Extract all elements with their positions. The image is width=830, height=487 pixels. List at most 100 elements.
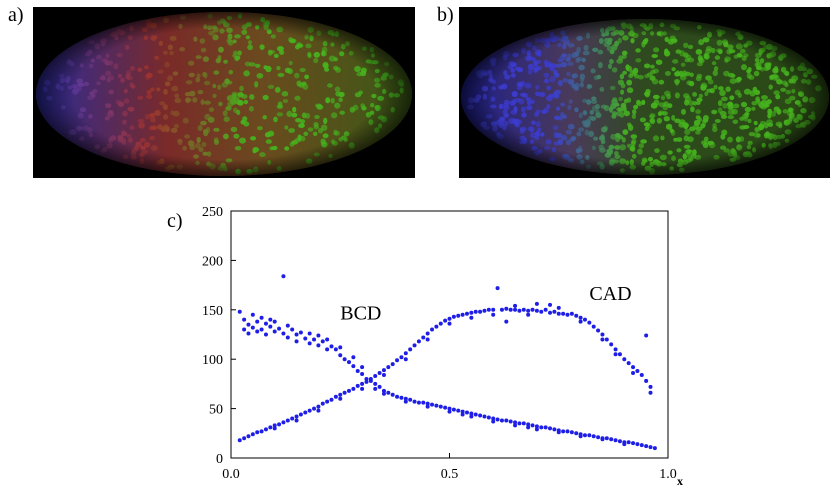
- cad-point: [517, 308, 522, 313]
- bcd-point: [499, 418, 504, 423]
- bcd-point: [346, 360, 351, 365]
- cad-point: [438, 321, 443, 326]
- cad-point: [556, 311, 561, 316]
- bcd-point: [530, 423, 535, 428]
- bcd-point: [574, 431, 579, 436]
- bcd-point: [604, 436, 609, 441]
- cad-point: [644, 333, 649, 338]
- bcd-point: [613, 438, 618, 443]
- bcd-point: [556, 430, 561, 435]
- cad-point: [521, 307, 526, 312]
- cad-point: [626, 361, 631, 366]
- cad-point: [482, 308, 487, 313]
- x-tick-label: 1.0: [659, 467, 677, 482]
- cad-point: [390, 362, 395, 367]
- cad-point: [499, 307, 504, 312]
- bcd-point: [242, 327, 247, 332]
- x-tick-label: 0.5: [441, 467, 459, 482]
- bcd-point: [652, 446, 657, 451]
- cad-point: [386, 365, 391, 370]
- cad-point: [504, 319, 509, 324]
- cad-point: [491, 307, 496, 312]
- cad-point: [631, 371, 636, 376]
- cad-point: [290, 416, 295, 421]
- cad-point: [548, 310, 553, 315]
- bcd-point: [381, 388, 386, 393]
- bcd-point: [460, 412, 465, 417]
- cad-point: [447, 321, 452, 326]
- embryo-image-a: [33, 7, 415, 178]
- bcd-point: [513, 423, 518, 428]
- cad-point: [281, 420, 286, 425]
- bcd-point: [561, 429, 566, 434]
- cad-point: [587, 320, 592, 325]
- cad-point: [425, 331, 430, 336]
- cad-point: [268, 425, 273, 430]
- bcd-point: [434, 403, 439, 408]
- cad-point: [399, 355, 404, 360]
- cad-point: [464, 311, 469, 316]
- cad-point: [395, 358, 400, 363]
- cad-point: [565, 312, 570, 317]
- cad-point: [469, 315, 474, 320]
- cad-point: [338, 392, 343, 397]
- bcd-point: [456, 408, 461, 413]
- bcd-point: [430, 402, 435, 407]
- cad-point: [504, 306, 509, 311]
- cad-point: [263, 427, 268, 432]
- bcd-point: [377, 384, 382, 389]
- bcd-point: [438, 404, 443, 409]
- bcd-point: [237, 309, 242, 314]
- bcd-point: [543, 425, 548, 430]
- cad-point: [451, 314, 456, 319]
- bcd-point: [631, 441, 636, 446]
- cad-point: [495, 286, 500, 291]
- bcd-point: [473, 412, 478, 417]
- bcd-point: [298, 330, 303, 335]
- cad-point: [272, 426, 277, 431]
- bcd-point: [272, 319, 277, 324]
- cad-point: [316, 408, 321, 413]
- bcd-point: [277, 326, 282, 331]
- cad-point: [255, 430, 260, 435]
- data-points: [237, 274, 657, 451]
- bcd-point: [360, 372, 365, 377]
- bcd-point: [351, 364, 356, 369]
- bcd-point: [316, 333, 321, 338]
- bcd-point: [478, 413, 483, 418]
- bcd-point: [482, 414, 487, 419]
- cad-point: [543, 307, 548, 312]
- cad-point: [578, 315, 583, 320]
- annotation-cad: CAD: [589, 283, 631, 305]
- bcd-point: [259, 327, 264, 332]
- cad-point: [648, 384, 653, 389]
- panel-a-label: a): [8, 4, 24, 26]
- bcd-point: [364, 376, 369, 381]
- bcd-point: [259, 315, 264, 320]
- cad-point: [272, 423, 277, 428]
- bcd-point: [447, 406, 452, 411]
- y-tick-label: 250: [202, 205, 223, 220]
- bcd-point: [491, 416, 496, 421]
- cad-point: [333, 394, 338, 399]
- cad-point: [381, 373, 386, 378]
- x-tick-label: 0.0: [222, 467, 240, 482]
- bcd-point: [416, 400, 421, 405]
- bcd-point: [342, 357, 347, 362]
- cad-point: [259, 429, 264, 434]
- y-tick-label: 0: [216, 452, 223, 467]
- bcd-point: [242, 317, 247, 322]
- cad-point: [604, 337, 609, 342]
- bcd-point: [639, 443, 644, 448]
- bcd-point: [486, 415, 491, 420]
- bcd-point: [333, 347, 338, 352]
- panel-b-label: b): [437, 4, 454, 26]
- bcd-point: [403, 396, 408, 401]
- cad-point: [303, 410, 308, 415]
- cad-point: [530, 307, 535, 312]
- cad-point: [574, 313, 579, 318]
- cad-point: [320, 401, 325, 406]
- bcd-point: [622, 442, 627, 447]
- bcd-point: [617, 439, 622, 444]
